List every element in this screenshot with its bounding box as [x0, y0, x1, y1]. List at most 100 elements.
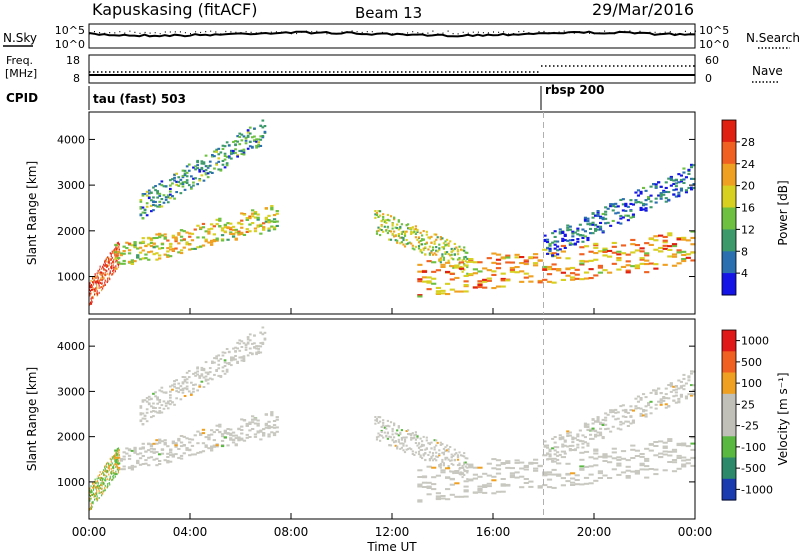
- velocity-cell: [210, 445, 214, 448]
- power-cell: [636, 194, 640, 197]
- power-cell: [108, 257, 110, 260]
- velocity-cell: [593, 448, 599, 451]
- velocity-cell: [649, 412, 653, 415]
- velocity-cell: [248, 421, 252, 424]
- velocity-cell: [604, 423, 608, 426]
- velocity-cell: [179, 389, 183, 391]
- power-cell: [424, 243, 427, 246]
- power-cell: [458, 245, 461, 248]
- power-cell: [400, 231, 403, 234]
- power-cell: [270, 220, 274, 223]
- velocity-cell: [649, 406, 653, 409]
- velocity-cell: [190, 392, 193, 395]
- power-cell: [90, 301, 92, 304]
- power-cell: [568, 228, 572, 231]
- power-cell: [240, 139, 244, 142]
- velocity-cell: [380, 429, 383, 432]
- velocity-cell: [602, 454, 608, 457]
- velocity-cell: [630, 448, 636, 451]
- velocity-cell: [169, 394, 172, 397]
- velocity-cell: [576, 446, 580, 449]
- velocity-cell: [109, 457, 111, 460]
- power-cell: [92, 295, 94, 298]
- velocity-cell: [583, 441, 587, 444]
- power-cell: [183, 181, 187, 184]
- velocity-cell: [234, 355, 237, 357]
- power-cell: [262, 222, 266, 225]
- power-cell: [99, 271, 101, 274]
- power-cell: [542, 248, 548, 251]
- power-cell: [414, 245, 417, 248]
- velocity-cell: [599, 433, 603, 436]
- velocity-cell: [604, 416, 608, 419]
- velocity-cell: [255, 347, 258, 350]
- power-cell: [558, 248, 562, 251]
- power-cell: [190, 232, 195, 235]
- velocity-cell: [113, 455, 115, 457]
- power-cell: [107, 256, 109, 259]
- velocity-cell: [240, 346, 244, 348]
- power-cell: [219, 151, 223, 154]
- velocity-cell: [253, 334, 256, 337]
- velocity-cell: [583, 465, 590, 468]
- power-cell: [430, 251, 433, 254]
- power-cell: [117, 248, 119, 251]
- power-cell: [653, 235, 659, 238]
- velocity-cell: [403, 438, 407, 441]
- velocity-cell: [272, 424, 277, 427]
- velocity-cell: [173, 385, 176, 388]
- velocity-cell: [556, 451, 560, 454]
- velocity-cell: [560, 484, 566, 487]
- velocity-cell: [687, 375, 691, 378]
- power-cell: [158, 200, 162, 203]
- velocity-cell: [246, 336, 250, 339]
- power-cell: [98, 271, 100, 274]
- velocity-cell: [491, 492, 497, 495]
- velocity-cell: [152, 448, 156, 451]
- power-heatmap: [89, 119, 696, 306]
- power-cell: [452, 258, 455, 261]
- power-cell: [215, 148, 218, 151]
- velocity-cell: [486, 482, 492, 485]
- velocity-cell: [272, 420, 277, 422]
- power-cell: [374, 213, 377, 216]
- power-cell: [421, 251, 424, 254]
- velocity-cell: [543, 444, 547, 447]
- velocity-cell: [270, 413, 274, 415]
- power-cell: [380, 225, 383, 228]
- velocity-cell: [230, 364, 233, 367]
- power-cell: [122, 262, 126, 265]
- power-cell: [453, 242, 456, 245]
- power-cell: [202, 170, 206, 173]
- velocity-cell: [166, 452, 170, 455]
- power-cell: [630, 243, 636, 246]
- power-cell: [111, 250, 113, 253]
- power-cell: [113, 261, 115, 264]
- power-cell: [379, 210, 382, 213]
- power-cell: [181, 174, 185, 177]
- power-cell: [242, 213, 247, 216]
- velocity-cell: [109, 464, 111, 467]
- velocity-cell: [671, 450, 678, 453]
- power-cell: [579, 262, 585, 265]
- velocity-cell: [430, 457, 433, 460]
- velocity-cell: [681, 456, 687, 459]
- velocity-cell: [149, 450, 154, 453]
- power-cell: [179, 249, 184, 252]
- power-cell: [685, 253, 691, 256]
- power-cell: [174, 236, 178, 239]
- velocity-cell: [234, 358, 237, 361]
- velocity-cell: [588, 473, 594, 476]
- power-cell: [200, 160, 204, 163]
- power-cell: [117, 252, 119, 255]
- nave-tick-bottom: 0: [705, 72, 712, 85]
- power-cell: [212, 240, 216, 243]
- power-cell: [677, 173, 681, 176]
- cpid-second: rbsp 200: [545, 83, 604, 97]
- velocity-cell: [400, 438, 403, 441]
- power-cell: [439, 257, 442, 260]
- velocity-cell: [589, 428, 593, 431]
- power-cell: [190, 186, 193, 189]
- power-cell: [394, 226, 397, 229]
- velocity-cell: [117, 459, 119, 462]
